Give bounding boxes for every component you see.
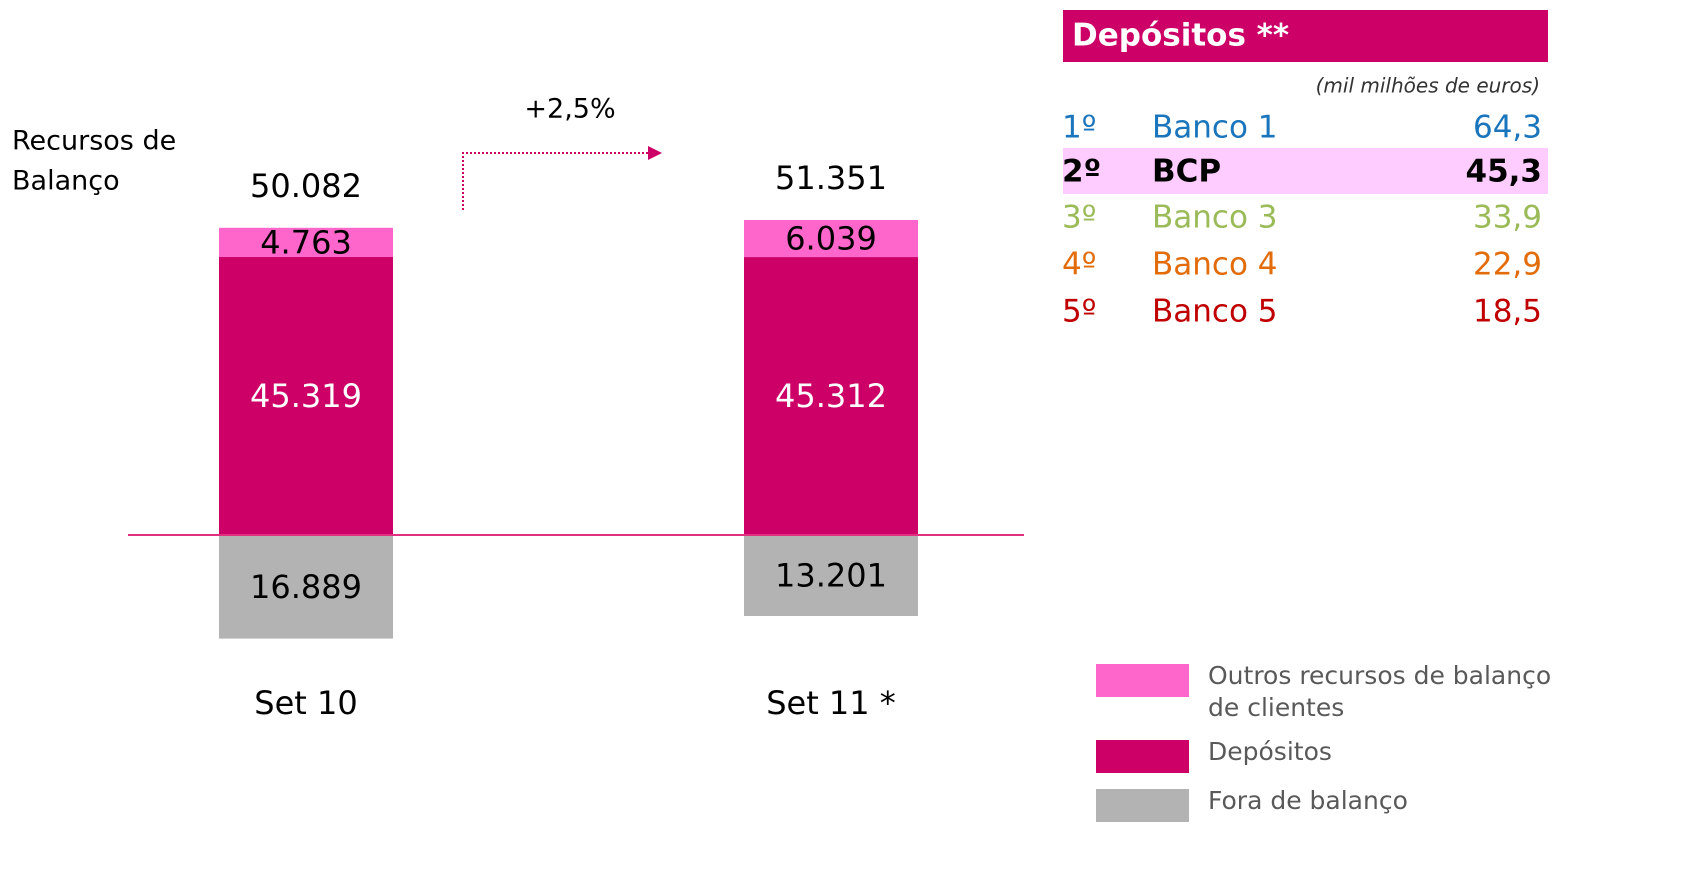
growth-arrow — [462, 152, 650, 210]
table-header — [1063, 10, 1548, 62]
value-label: 16.889 — [250, 568, 362, 606]
rank: 2º — [1062, 154, 1101, 190]
legend-item: Outros recursos de balanço de clientes — [1096, 660, 1576, 724]
bank-value: 45,3 — [1466, 154, 1543, 190]
bar-segment — [744, 257, 918, 535]
bar-segment — [219, 257, 393, 535]
value-label: 13.201 — [775, 556, 887, 594]
value-label: 45.319 — [250, 377, 362, 415]
bar-segment — [219, 227, 393, 258]
row-highlight — [1063, 148, 1548, 194]
legend-label: Outros recursos de balanço de clientes — [1208, 661, 1552, 722]
total-label: 51.351 — [775, 159, 887, 197]
x-tick-label: Set 10 — [254, 684, 357, 722]
rank: 3º — [1062, 200, 1096, 236]
legend-swatch — [1096, 740, 1189, 773]
rank: 5º — [1062, 294, 1096, 330]
y-label: Recursos de — [12, 126, 176, 157]
legend-swatch — [1096, 789, 1189, 822]
bar-segment — [744, 220, 918, 258]
bank-value: 22,9 — [1473, 247, 1542, 283]
legend-item: Fora de balanço — [1096, 785, 1576, 822]
legend-label: Depósitos — [1208, 737, 1332, 766]
growth-annotation: +2,5% — [524, 94, 615, 125]
bar-segment — [219, 535, 393, 639]
total-label: 50.082 — [250, 167, 362, 205]
bank-name: Banco 1 — [1152, 110, 1278, 146]
legend-label: Fora de balanço — [1208, 786, 1408, 815]
bank-value: 33,9 — [1473, 200, 1542, 236]
bank-name: Banco 4 — [1152, 247, 1278, 283]
table-title: Depósitos ** — [1072, 18, 1289, 54]
value-label: 45.312 — [775, 377, 887, 415]
bank-value: 64,3 — [1473, 110, 1542, 146]
rank: 4º — [1062, 247, 1096, 283]
legend-item: Depósitos — [1096, 736, 1576, 773]
arrow-head — [648, 146, 662, 160]
bank-name: Banco 5 — [1152, 294, 1278, 330]
bar-segment — [744, 535, 918, 616]
value-label: 4.763 — [260, 223, 352, 261]
y-label: Balanço — [12, 166, 120, 197]
x-tick-label: Set 11 * — [766, 684, 896, 722]
value-label: 6.039 — [785, 220, 877, 258]
legend-swatch — [1096, 664, 1189, 697]
bank-name: BCP — [1152, 154, 1221, 190]
table-subtitle: (mil milhões de euros) — [1316, 74, 1540, 98]
bank-name: Banco 3 — [1152, 200, 1278, 236]
legend: Outros recursos de balanço de clientes De… — [1096, 660, 1576, 834]
bank-value: 18,5 — [1473, 294, 1542, 330]
rank: 1º — [1062, 110, 1096, 146]
